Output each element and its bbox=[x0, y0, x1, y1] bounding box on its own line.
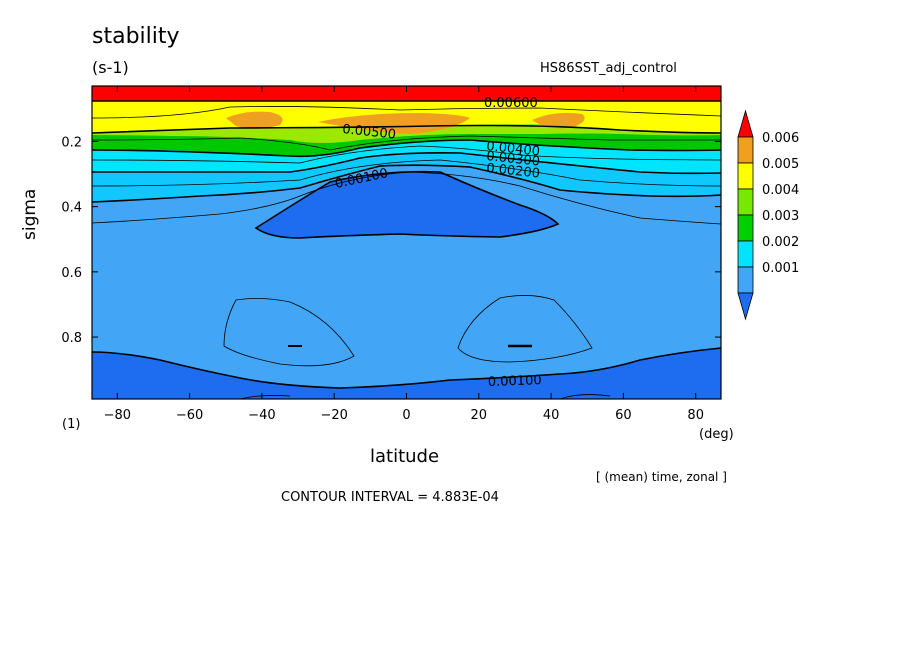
x-tick-label: 80 bbox=[687, 408, 704, 423]
colorbar-box bbox=[737, 162, 754, 190]
colorbar-label: 0.005 bbox=[762, 157, 799, 172]
chart-units: (s-1) bbox=[92, 58, 129, 77]
y-tick-label: 0.4 bbox=[61, 201, 82, 216]
contour-0.0035 bbox=[92, 145, 721, 164]
contour-label: 0.00200 bbox=[486, 161, 541, 182]
band-orange-left bbox=[226, 111, 283, 129]
contour-label: 0.00100 bbox=[488, 373, 542, 390]
averaging-note: [ (mean) time, zonal ] bbox=[596, 470, 727, 484]
x-axis-units: (deg) bbox=[699, 427, 734, 442]
x-tick-label: −60 bbox=[176, 408, 203, 423]
colorbar-label: 0.004 bbox=[762, 183, 799, 198]
band-gt-0.006 bbox=[92, 86, 721, 101]
y-tick-label: 0.8 bbox=[61, 331, 82, 346]
colorbar-box bbox=[737, 188, 754, 216]
contour-cell-left bbox=[223, 298, 355, 367]
y-tick-label: 0.2 bbox=[61, 135, 82, 150]
contour-0.001-bottom bbox=[92, 347, 721, 389]
contour-label: 0.00500 bbox=[342, 122, 397, 143]
colorbar: 0.006 0.005 0.004 0.003 0.002 0.001 bbox=[737, 109, 799, 321]
colorbar-top-arrow bbox=[737, 109, 754, 138]
contour-0.001-inner bbox=[254, 170, 560, 239]
y-tick-label: 0.6 bbox=[61, 266, 82, 281]
contour-0.0045 bbox=[92, 135, 721, 151]
colorbar-bottom-arrow bbox=[737, 292, 754, 321]
contour-lines bbox=[92, 100, 721, 399]
colorbar-label: 0.003 bbox=[762, 209, 799, 224]
x-tick-label: −40 bbox=[248, 408, 275, 423]
x-axis-label: latitude bbox=[370, 446, 440, 467]
band-orange-center bbox=[318, 113, 470, 134]
chart-title: stability bbox=[92, 24, 180, 49]
colorbar-box bbox=[737, 240, 754, 268]
contour-label: 0.00400 bbox=[486, 139, 541, 160]
x-tick-label: −20 bbox=[320, 408, 347, 423]
band-orange-right bbox=[532, 112, 585, 129]
contour-0.0005-bottom bbox=[559, 394, 611, 399]
contour-interval: CONTOUR INTERVAL = 4.883E-04 bbox=[281, 490, 499, 505]
colorbar-label: 0.001 bbox=[762, 261, 799, 276]
colorbar-box bbox=[737, 214, 754, 242]
contour-0.0025 bbox=[92, 159, 721, 187]
colorbar-label: 0.002 bbox=[762, 235, 799, 250]
x-tick-label: −80 bbox=[104, 408, 131, 423]
contour-fill-layer bbox=[92, 86, 721, 399]
x-tick-label: 0 bbox=[402, 408, 410, 423]
y-axis-label: sigma bbox=[20, 188, 40, 240]
source-label: HS86SST_adj_control bbox=[540, 61, 677, 76]
contour-label: 0.00300 bbox=[486, 149, 541, 170]
colorbar-label: 0.006 bbox=[762, 131, 799, 146]
colorbar-box bbox=[737, 136, 754, 164]
x-tick-label: 40 bbox=[543, 408, 560, 423]
contour-0.0055 bbox=[92, 106, 721, 119]
contour-0.002 bbox=[92, 164, 721, 203]
colorbar-box bbox=[737, 266, 754, 294]
contour-0.005 bbox=[92, 124, 721, 134]
axis-ticks: −80 −60 −40 −20 0 20 40 60 80 0.2 0.4 0.6 0.8 bbox=[61, 86, 721, 423]
x-tick-label: 60 bbox=[615, 408, 632, 423]
contour-0.0005-bottom-left bbox=[239, 395, 291, 399]
y-axis-units: (1) bbox=[62, 417, 81, 432]
contour-0.003 bbox=[92, 152, 721, 175]
contour-0.004 bbox=[92, 139, 721, 158]
contour-label: 0.00600 bbox=[484, 96, 538, 111]
band-inner-lt-0.001 bbox=[256, 171, 558, 238]
x-tick-label: 20 bbox=[471, 408, 488, 423]
contour-cell-right bbox=[457, 295, 593, 363]
